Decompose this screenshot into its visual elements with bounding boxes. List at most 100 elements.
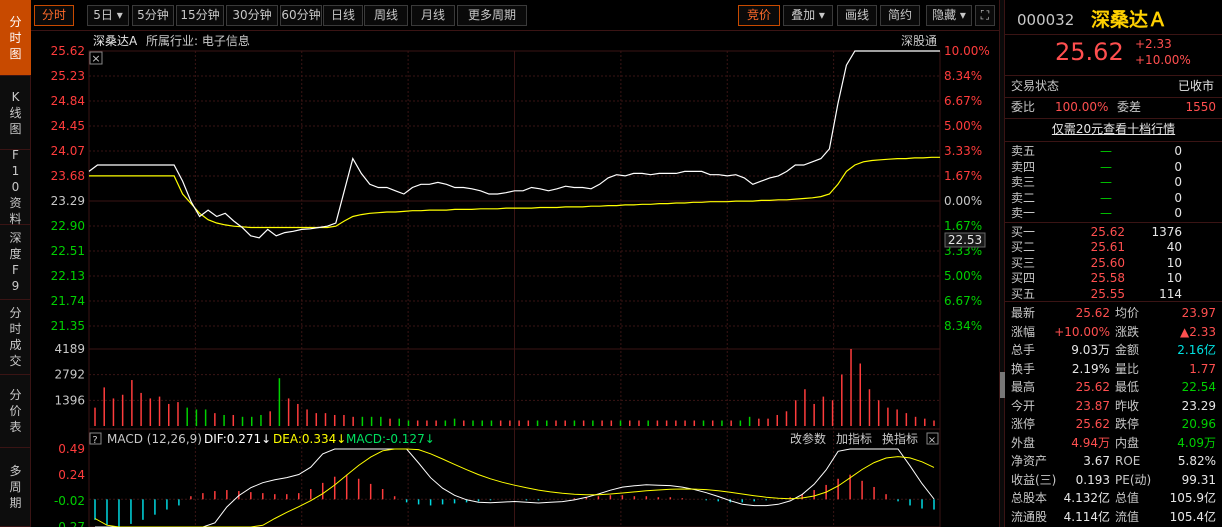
stat-value: 20.96 bbox=[1181, 417, 1216, 431]
tab-f10[interactable]: F10资料 bbox=[0, 148, 31, 226]
tool-3[interactable]: 简约 bbox=[880, 5, 920, 26]
period-4[interactable]: 30分钟 bbox=[226, 5, 278, 26]
stat-value: 2.19% bbox=[1071, 361, 1110, 376]
price-tick: 23.29 bbox=[51, 194, 85, 208]
tab-multi[interactable]: 多周期 bbox=[0, 448, 31, 527]
pct-tick: 1.67% bbox=[944, 219, 982, 233]
pct-tick: 0.00% bbox=[944, 194, 982, 208]
weicha-label: 委差 bbox=[1117, 100, 1142, 114]
period-6[interactable]: 日线 bbox=[323, 5, 363, 26]
webi-label: 委比 bbox=[1011, 100, 1036, 114]
level-label: 买一 bbox=[1011, 224, 1036, 239]
stat-value: 5.82% bbox=[1177, 454, 1216, 468]
stat-value: 105.4亿 bbox=[1169, 509, 1216, 524]
tool-0[interactable]: 竞价 bbox=[738, 5, 780, 26]
period-2[interactable]: 5分钟 bbox=[132, 5, 174, 26]
quote-panel: 000032 深桑达Ａ 25.62 +2.33 +10.00% 交易状态 已收市… bbox=[1005, 0, 1222, 527]
level-volume: 10 bbox=[1166, 271, 1182, 285]
volume-tick: 4189 bbox=[54, 342, 85, 356]
tab-trades[interactable]: 分时成交 bbox=[0, 300, 31, 375]
tab-price[interactable]: 分价表 bbox=[0, 375, 31, 448]
tab-label: K线图 bbox=[9, 89, 22, 136]
stat-value: 9.03万 bbox=[1071, 343, 1110, 357]
price-tick: 23.68 bbox=[51, 169, 85, 183]
level-volume: 40 bbox=[1166, 240, 1182, 254]
stat-label: 最低 bbox=[1115, 380, 1140, 394]
level-volume: 0 bbox=[1174, 206, 1182, 220]
stat-value: 4.09万 bbox=[1177, 435, 1216, 450]
period-3[interactable]: 15分钟 bbox=[176, 5, 224, 26]
period-5[interactable]: 60分钟 bbox=[280, 5, 322, 26]
stats-row: 收益(三) 0.193 PE(动) 99.31 bbox=[1005, 471, 1222, 489]
stat-label: 总股本 bbox=[1011, 491, 1048, 505]
chart-close-box[interactable] bbox=[89, 51, 103, 65]
price-tick: 22.13 bbox=[51, 269, 85, 283]
tool-2[interactable]: 画线 bbox=[837, 5, 877, 26]
panel-divider[interactable] bbox=[999, 0, 1005, 527]
period-1[interactable]: 5日 ▾ bbox=[87, 5, 129, 26]
pct-tick: 8.34% bbox=[944, 69, 982, 83]
bid-row: 买二 25.61 40 bbox=[1005, 240, 1222, 255]
stat-label: 换手 bbox=[1011, 361, 1036, 376]
level-label: 买四 bbox=[1011, 271, 1036, 285]
level-price: 25.58 bbox=[1090, 271, 1125, 285]
stats-row: 最新 25.62 均价 23.97 bbox=[1005, 304, 1222, 322]
stat-value: 22.54 bbox=[1181, 380, 1216, 394]
bid-row: 买三 25.60 10 bbox=[1005, 256, 1222, 271]
level-volume: 1376 bbox=[1151, 224, 1182, 239]
chart-industry: 所属行业: 电子信息 bbox=[146, 33, 250, 48]
stats-row: 换手 2.19% 量比 1.77 bbox=[1005, 360, 1222, 378]
intraday-chart[interactable]: 25.62 25.23 24.84 24.45 24.07 23.68 23.29 22.90… bbox=[31, 31, 999, 527]
tab-label: 分时图 bbox=[9, 14, 22, 61]
stats-row: 最高 25.62 最低 22.54 bbox=[1005, 378, 1222, 396]
stat-label: 涨幅 bbox=[1011, 324, 1036, 339]
level-price: — bbox=[1100, 175, 1112, 189]
stat-label: 今开 bbox=[1011, 398, 1036, 413]
tool-4[interactable]: 隐藏 ▾ bbox=[926, 5, 972, 26]
tool-1[interactable]: 叠加 ▾ bbox=[783, 5, 833, 26]
level-volume: 0 bbox=[1174, 175, 1182, 189]
level-price: — bbox=[1100, 206, 1112, 220]
status-label: 交易状态 bbox=[1011, 79, 1060, 93]
stat-label: 均价 bbox=[1115, 306, 1140, 320]
period-7[interactable]: 周线 bbox=[364, 5, 408, 26]
stock-code: 000032 bbox=[1017, 11, 1075, 29]
level-volume: 114 bbox=[1159, 286, 1182, 301]
tab-intraday[interactable]: 分时图 bbox=[0, 0, 31, 76]
level-label: 卖三 bbox=[1011, 175, 1036, 189]
pct-tick: 5.00% bbox=[944, 119, 982, 133]
stat-value: 23.97 bbox=[1181, 306, 1216, 320]
vertical-tabs: 分时图 K线图 F10资料深度F9 分时成交 分价表 多周期 bbox=[0, 0, 31, 527]
price-tick: 24.84 bbox=[51, 94, 85, 108]
stat-value: ▲2.33 bbox=[1180, 324, 1216, 339]
collapse-handle[interactable] bbox=[1000, 372, 1005, 398]
stat-label: 金额 bbox=[1115, 343, 1140, 357]
macd-tick: -0.27 bbox=[54, 520, 85, 527]
price-change: +2.33 bbox=[1135, 37, 1172, 51]
stat-value: 3.67 bbox=[1083, 454, 1110, 468]
level-price: — bbox=[1100, 159, 1112, 174]
tab-depth[interactable]: 深度F9 bbox=[0, 225, 31, 300]
period-8[interactable]: 月线 bbox=[411, 5, 455, 26]
macd-close-box[interactable] bbox=[926, 432, 939, 445]
stat-value: 25.62 bbox=[1075, 417, 1110, 431]
level-label: 卖一 bbox=[1011, 206, 1036, 220]
level2-link[interactable]: 仅需20元查看十档行情 bbox=[1051, 122, 1176, 136]
period-9[interactable]: 更多周期 bbox=[457, 5, 527, 26]
macd-tick: 0.24 bbox=[58, 468, 85, 482]
macd-toggle-box[interactable] bbox=[89, 432, 102, 445]
stat-label: 最高 bbox=[1011, 380, 1036, 394]
stats-row: 涨幅 +10.00% 涨跌 ▲2.33 bbox=[1005, 323, 1222, 341]
price-line bbox=[88, 50, 940, 239]
stat-value: 4.94万 bbox=[1071, 435, 1110, 450]
period-0[interactable]: 分时 bbox=[34, 5, 74, 26]
fullscreen-icon[interactable]: ⛶ bbox=[975, 5, 995, 26]
bid-row: 买四 25.58 10 bbox=[1005, 271, 1222, 286]
cursor-price-box bbox=[944, 232, 986, 248]
pct-tick: 10.00% bbox=[944, 44, 990, 58]
tab-label: 深度F9 bbox=[9, 231, 22, 293]
tab-kline[interactable]: K线图 bbox=[0, 76, 31, 150]
close-icon: × bbox=[928, 435, 936, 446]
stat-label: 流值 bbox=[1115, 509, 1140, 524]
stock-name: 深桑达Ａ bbox=[1091, 9, 1168, 31]
